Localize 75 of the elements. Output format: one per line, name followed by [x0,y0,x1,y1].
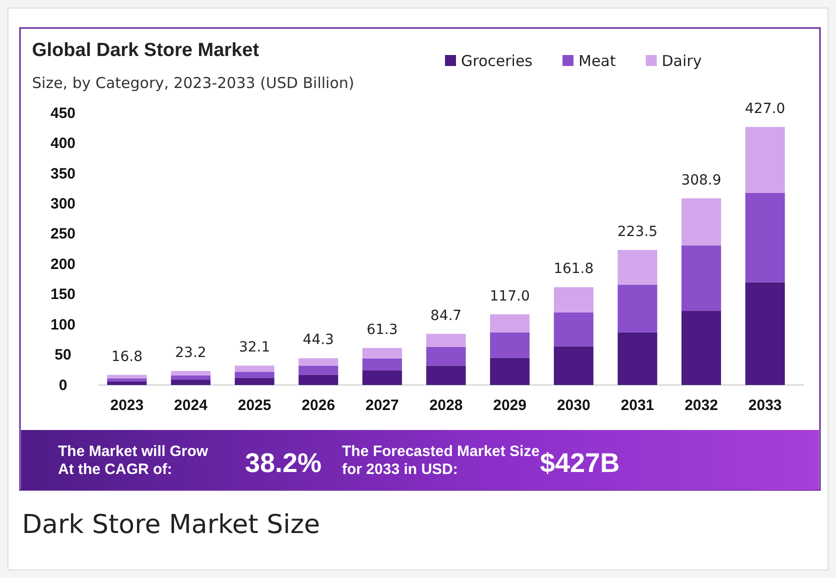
bar [618,284,658,332]
legend-label: Groceries [461,52,533,70]
bar [107,374,147,378]
x-tick-label: 2026 [302,397,336,414]
bar [426,334,466,347]
x-tick-label: 2023 [110,397,144,414]
total-label: 427.0 [745,100,786,117]
bar [490,358,530,385]
bar [681,310,722,385]
bar [490,332,530,358]
bar [426,366,466,385]
total-label: 161.8 [554,261,594,278]
y-tick-label: 150 [50,286,76,304]
bar [234,378,274,385]
bar [681,198,722,246]
bar [490,314,530,332]
text: Dark Store Market Size [22,510,320,540]
chart-title: Global Dark Store Market [32,40,260,61]
legend-label: Meat [578,52,616,70]
bar [362,370,402,385]
x-tick-label: 2024 [174,397,208,414]
total-label: 23.2 [175,344,206,361]
total-label: 61.3 [366,322,398,338]
total-label: 308.9 [681,172,722,188]
x-tick-label: 2031 [620,397,654,414]
bar [107,378,147,382]
bar [554,346,594,385]
bar [554,312,594,346]
x-tick-label: 2032 [684,397,718,414]
y-tick-label: 200 [50,256,76,273]
bar [681,245,722,311]
bar [170,380,211,385]
bar [170,375,211,380]
y-tick-label: 300 [50,195,76,212]
total-label: 44.3 [302,332,334,348]
bar [618,250,658,285]
bar [745,126,785,193]
x-tick-label: 2030 [556,397,590,414]
x-tick-label: 2027 [366,397,399,414]
bar [362,348,402,358]
y-tick-label: 450 [50,104,76,122]
total-label: 84.7 [430,308,462,324]
bar [298,358,338,366]
bar [618,332,658,385]
y-tick-label: 50 [54,346,72,364]
x-tick-label: 2025 [238,397,272,414]
text: The Market will Grow At the CAGR of: [58,443,208,478]
y-tick-label: 400 [50,135,76,152]
y-tick-label: 250 [50,226,76,243]
bar [234,366,274,372]
bar [362,358,402,370]
x-tick-label: 2033 [748,397,782,414]
total-label: 16.8 [111,348,143,365]
bar [234,372,274,378]
text: $427B [540,448,620,478]
bar [298,366,338,375]
bar [554,287,594,312]
total-label: 117.0 [490,288,530,304]
text: 38.2% [245,448,322,478]
x-tick-label: 2028 [429,397,463,414]
x-tick-label: 2029 [493,397,526,414]
bar [426,346,466,366]
legend-label: Dairy [662,52,702,70]
bar [170,370,211,376]
bar [745,282,785,385]
bar [107,381,147,385]
y-tick-label: 100 [50,316,76,334]
bar [745,192,785,282]
total-label: 32.1 [238,340,270,356]
bar [298,374,338,385]
y-tick-label: 0 [58,376,68,394]
total-label: 223.5 [617,224,658,240]
y-tick-label: 350 [50,165,76,182]
text: The Forecasted Market Size for 2033 in USD: [342,443,540,478]
chart-subtitle: Size, by Category, 2023-2033 (USD Billion) [32,74,354,92]
